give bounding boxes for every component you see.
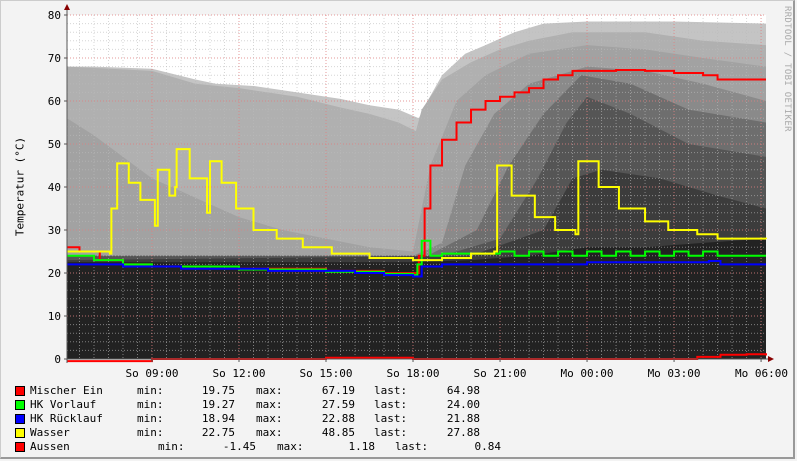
y-tick-label: 60 <box>48 95 61 108</box>
legend-label: Aussen <box>30 440 70 453</box>
series-line-wasser <box>67 148 767 262</box>
legend-label: Mischer Ein <box>30 384 103 397</box>
y-tick-label: 0 <box>54 353 61 366</box>
x-tick-label: Mo 06:00 <box>735 367 788 380</box>
y-tick-label: 20 <box>48 267 61 280</box>
last-label: last: <box>374 398 408 411</box>
y-tick-label: 50 <box>48 138 61 151</box>
max-label: max: <box>256 426 283 439</box>
max-value: 1.18 <box>348 440 376 453</box>
last-value: 21.88 <box>446 412 480 425</box>
x-tick-label: So 09:00 <box>125 367 178 380</box>
last-value: 24.00 <box>446 398 480 411</box>
last-value: 0.84 <box>474 440 502 453</box>
watermark: RRDTOOL / TOBI OETIKER <box>782 6 792 132</box>
legend-label: Wasser <box>30 426 70 439</box>
last-value: 64.98 <box>446 384 480 397</box>
legend-swatch <box>15 428 25 438</box>
legend-swatch <box>15 386 25 396</box>
last-value: 27.88 <box>446 426 480 439</box>
last-label: last: <box>374 412 408 425</box>
last-label: last: <box>374 426 408 439</box>
x-tick-label: So 21:00 <box>474 367 527 380</box>
y-tick-label: 40 <box>48 181 61 194</box>
legend-label: HK Rücklauf <box>30 412 103 425</box>
chart-area: 0 10 20 30 40 50 60 70 80 So 09:00 So 12:00 So 15:0… <box>48 4 788 380</box>
min-label: min: <box>158 440 185 453</box>
min-value: 19.75 <box>201 384 235 397</box>
min-label: min: <box>137 412 164 425</box>
max-label: max: <box>256 412 283 425</box>
y-tick-label: 10 <box>48 310 61 323</box>
legend-swatch <box>15 400 25 410</box>
y-tick-label: 30 <box>48 224 61 237</box>
legend-label: HK Vorlauf <box>30 398 97 411</box>
y-axis-label: Temperatur (°C) <box>13 136 27 237</box>
min-value: -1.45 <box>222 440 256 453</box>
x-axis-arrow-icon <box>768 356 774 362</box>
max-value: 27.59 <box>321 398 355 411</box>
min-label: min: <box>137 426 164 439</box>
y-tick-label: 70 <box>48 52 61 65</box>
max-label: max: <box>256 384 283 397</box>
max-value: 22.88 <box>321 412 355 425</box>
legend-row: Mischer Ein min: 19.75 max: 67.19 last: 64.98 <box>0 384 797 398</box>
x-tick-label: So 12:00 <box>213 367 266 380</box>
max-label: max: <box>256 398 283 411</box>
legend-row: HK Rücklauf min: 18.94 max: 22.88 last: 21.88 <box>0 412 797 426</box>
max-value: 48.85 <box>321 426 355 439</box>
last-label: last: <box>395 440 429 453</box>
legend-swatch <box>15 414 25 424</box>
x-tick-label: Mo 00:00 <box>561 367 614 380</box>
x-tick-label: So 15:00 <box>300 367 353 380</box>
x-tick-label: So 18:00 <box>387 367 440 380</box>
y-axis-arrow-icon <box>64 4 70 10</box>
series-line-hk-r-cklauf <box>67 259 766 278</box>
min-label: min: <box>137 398 164 411</box>
min-value: 22.75 <box>201 426 235 439</box>
x-tick-label: Mo 03:00 <box>648 367 701 380</box>
last-label: last: <box>374 384 408 397</box>
min-label: min: <box>137 384 164 397</box>
legend-swatch <box>15 442 25 452</box>
legend-row: Aussen min: -1.45 max: 1.18 last: 0.84 <box>0 440 797 454</box>
max-label: max: <box>277 440 304 453</box>
legend-row: HK Vorlauf min: 19.27 max: 27.59 last: 24.00 <box>0 398 797 412</box>
min-value: 18.94 <box>201 412 235 425</box>
min-value: 19.27 <box>201 398 235 411</box>
legend-row: Wasser min: 22.75 max: 48.85 last: 27.88 <box>0 426 797 440</box>
y-tick-label: 80 <box>48 9 61 22</box>
max-value: 67.19 <box>321 384 355 397</box>
